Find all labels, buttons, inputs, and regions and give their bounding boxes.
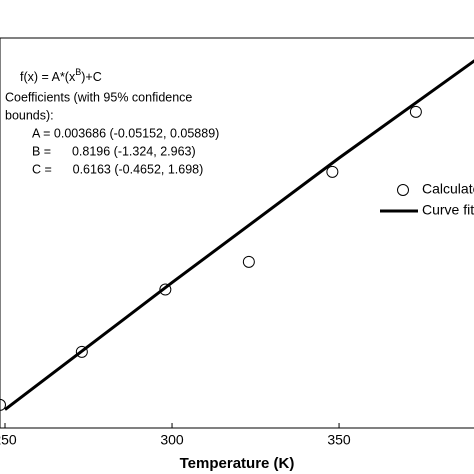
formula-part: f(x) = A*(x	[20, 70, 76, 84]
formula-part: )+C	[81, 70, 102, 84]
legend-label: Calculated	[422, 181, 474, 197]
formula: f(x) = A*(xB)+C	[20, 67, 102, 84]
x-tick-label: 350	[327, 432, 351, 448]
legend-marker	[397, 184, 409, 196]
data-point	[242, 255, 255, 268]
annotation-line: C = 0.6163 (-0.4652, 1.698)	[32, 162, 203, 176]
data-point	[409, 105, 422, 118]
x-tick-label: 300	[160, 432, 184, 448]
x-axis-label: Temperature (K)	[180, 455, 295, 472]
x-tick-label: 250	[0, 432, 17, 448]
data-point	[75, 345, 88, 358]
annotation-line: B = 0.8196 (-1.324, 2.963)	[32, 144, 196, 158]
annotation-line: A = 0.003686 (-0.05152, 0.05889)	[32, 126, 219, 140]
plot-area	[0, 59, 474, 411]
data-point	[0, 398, 6, 411]
fit-curve	[4, 59, 474, 411]
annotation-line: Coefficients (with 95% confidence	[5, 90, 192, 104]
legend-label: Curve fit	[422, 202, 474, 218]
formula-sup: B	[75, 67, 81, 77]
data-point	[159, 283, 172, 296]
annotation-line: bounds):	[5, 108, 54, 122]
plot-frame	[0, 37, 474, 429]
data-point	[326, 165, 339, 178]
